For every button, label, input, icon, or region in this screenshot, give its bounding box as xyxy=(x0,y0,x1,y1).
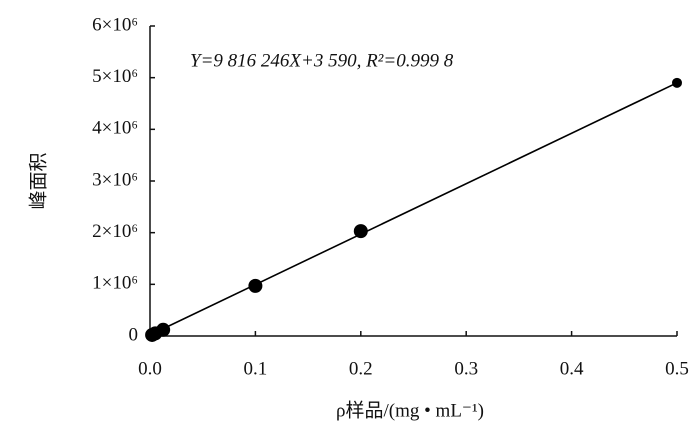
x-tick-label: 0.5 xyxy=(665,358,689,379)
y-tick-label: 1×10⁶ xyxy=(92,273,138,294)
x-tick-label: 0.3 xyxy=(454,358,478,379)
y-tick-label: 4×10⁶ xyxy=(92,118,138,139)
x-tick-label: 0.2 xyxy=(349,358,373,379)
y-tick-label: 3×10⁶ xyxy=(92,169,138,190)
fit-line xyxy=(149,82,678,336)
data-point xyxy=(672,77,682,88)
data-point xyxy=(248,278,263,293)
y-tick-label: 5×10⁶ xyxy=(92,66,138,87)
y-tick-label: 2×10⁶ xyxy=(92,221,138,242)
data-point xyxy=(156,322,171,337)
y-tick-label: 6×10⁶ xyxy=(92,14,138,35)
x-tick-label: 0.0 xyxy=(138,358,162,379)
data-point xyxy=(353,224,368,239)
y-tick-label: 0 xyxy=(129,324,139,345)
x-axis-label: ρ样品/(mg • mL⁻¹) xyxy=(336,399,484,421)
equation-annotation: Y=9 816 246X+3 590, R²=0.999 8 xyxy=(190,50,454,71)
x-tick-label: 0.4 xyxy=(560,358,584,379)
y-axis-label: 峰面积 xyxy=(27,152,49,209)
x-tick-label: 0.1 xyxy=(244,358,268,379)
